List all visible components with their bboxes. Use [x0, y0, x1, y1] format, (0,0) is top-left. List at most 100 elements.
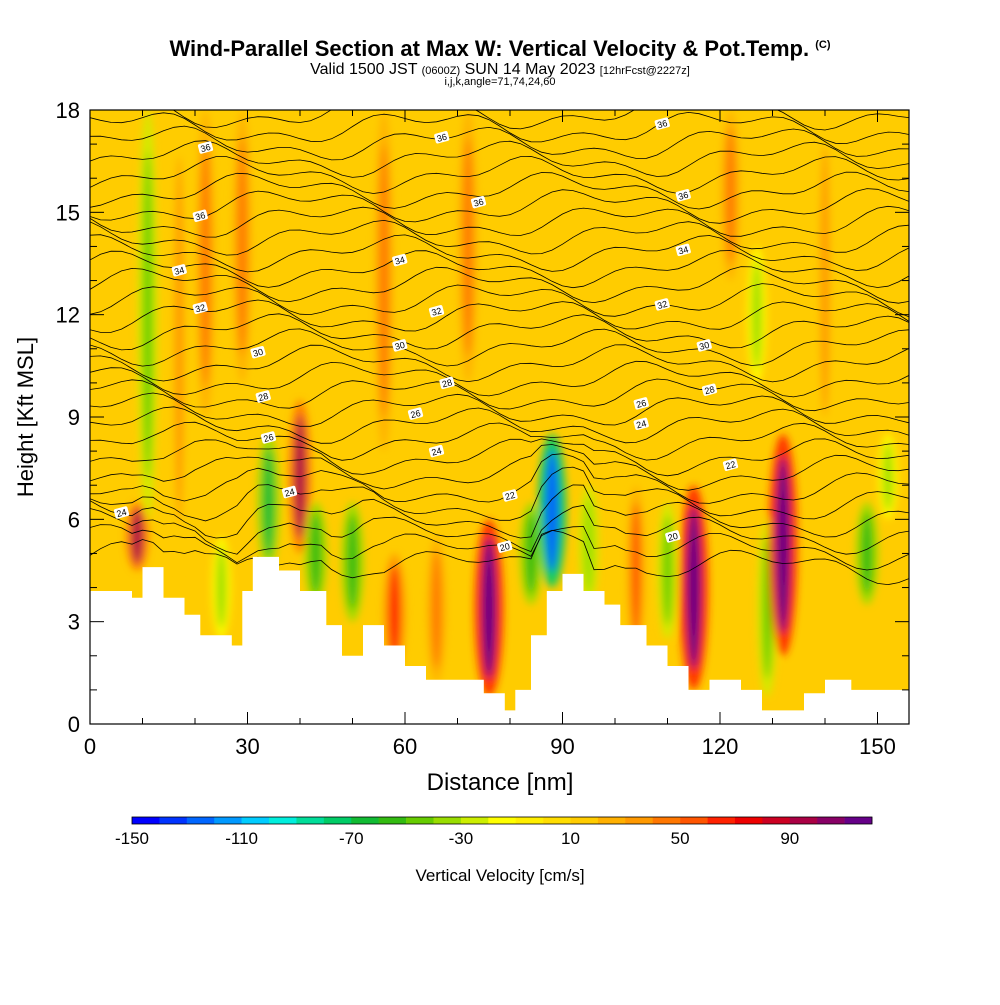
- velocity-cell-core: [237, 137, 248, 356]
- isentrope-label-bg: [113, 506, 130, 519]
- chart-title: Wind-Parallel Section at Max W: Vertical…: [169, 36, 831, 61]
- velocity-cell-core: [525, 512, 537, 595]
- isentrope-label-bg: [192, 209, 208, 222]
- chart-indices: i,j,k,angle=71,74,24,60: [444, 76, 556, 88]
- isentrope-line: [90, 344, 909, 383]
- isentrope-label-bg: [407, 407, 424, 420]
- colorbar-swatch: [406, 817, 434, 824]
- isentrope-line: [90, 299, 909, 333]
- isentrope-label-bg: [281, 485, 298, 499]
- colorbar-swatch: [433, 817, 462, 824]
- y-tick-label: 0: [68, 712, 80, 737]
- colorbar-swatch: [159, 817, 188, 824]
- isentrope-label: 24: [430, 445, 442, 457]
- copyright-mark: (C): [815, 39, 831, 51]
- isentrope-label: 28: [703, 384, 715, 396]
- isentrope-line: [90, 125, 909, 161]
- isentrope-line: [90, 406, 909, 444]
- velocity-cell-core: [131, 509, 143, 564]
- velocity-cell-core: [751, 260, 762, 370]
- isentrope-label: 34: [677, 244, 689, 256]
- isentrope-label-bg: [502, 489, 518, 502]
- isentrope-label: 24: [283, 486, 295, 498]
- isentrope-label: 28: [441, 377, 453, 389]
- velocity-cell-core: [463, 137, 473, 356]
- isentrope-label-bg: [171, 264, 187, 277]
- isentrope-line: [90, 378, 909, 412]
- colorbar-swatch: [323, 817, 352, 824]
- isentrope-label-bg: [633, 417, 649, 431]
- isentrope-line: [90, 328, 909, 367]
- velocity-cell-core: [883, 442, 893, 511]
- isentrope-label-bg: [192, 301, 208, 315]
- isentrope-line: [90, 171, 909, 210]
- potential-temperature-contours: [90, 110, 909, 586]
- isentrope-label: 32: [194, 302, 206, 314]
- velocity-cell-core: [216, 546, 227, 629]
- isentrope-line: [90, 140, 909, 178]
- colorbar-tick-label: -30: [449, 829, 474, 848]
- isentrope-label-bg: [434, 131, 450, 144]
- colorbar-swatch: [378, 817, 407, 824]
- isentrope-label: 24: [115, 507, 127, 519]
- isentrope-label: 36: [436, 132, 448, 144]
- isentrope-label-bg: [250, 345, 266, 359]
- x-tick-label: 150: [859, 734, 896, 759]
- x-tick-label: 90: [550, 734, 574, 759]
- isentrope-line: [172, 110, 909, 131]
- velocity-cell-core: [346, 514, 359, 610]
- y-tick-label: 9: [68, 405, 80, 430]
- colorbar-swatch: [762, 817, 791, 824]
- chart-subtitle: Valid 1500 JST (0600Z) SUN 14 May 2023 […: [0, 61, 1000, 79]
- isentrope-line: [90, 421, 909, 461]
- isentrope-label: 28: [257, 391, 269, 403]
- isentrope-label-bg: [701, 383, 718, 396]
- velocity-cell-core: [583, 497, 594, 593]
- valid-date: SUN 14 May 2023: [464, 61, 596, 78]
- colorbar-swatch: [817, 817, 845, 824]
- isentrope-label-bg: [654, 298, 670, 311]
- y-tick-label: 12: [56, 303, 80, 328]
- x-axis-label: Distance [nm]: [427, 769, 574, 796]
- isentrope-label-bg: [255, 390, 271, 403]
- velocity-cell-core: [662, 515, 673, 626]
- valid-time: Valid 1500 JST: [310, 61, 418, 78]
- isentrope-line: [90, 283, 909, 318]
- velocity-cell-core: [174, 156, 185, 525]
- isentrope-label: 20: [499, 541, 511, 553]
- velocity-cell-core: [544, 449, 560, 573]
- isentrope-line: [90, 360, 909, 398]
- isentrope-label-bg: [470, 195, 487, 209]
- colorbar-tick-label: 50: [671, 829, 690, 848]
- isentrope-label: 36: [199, 142, 211, 154]
- velocity-cell-core: [820, 144, 830, 418]
- colorbar: -150 -110 -70 -30 10 50 90: [115, 816, 873, 848]
- isentrope-label: 30: [252, 347, 264, 359]
- x-tick-label: 0: [84, 734, 96, 759]
- velocity-cell-core: [431, 551, 442, 669]
- colorbar-swatch: [625, 817, 654, 824]
- isentrope-line: [90, 466, 909, 522]
- isentrope-label: 22: [504, 490, 516, 502]
- isentrope-label: 26: [262, 432, 274, 444]
- x-tick-label: 60: [393, 734, 417, 759]
- velocity-cell-core: [142, 150, 153, 479]
- x-tick-label: 30: [235, 734, 259, 759]
- colorbar-swatch: [515, 817, 544, 824]
- colorbar-swatch: [597, 817, 626, 824]
- y-tick-label: 6: [68, 507, 80, 532]
- colorbar-tick-label: 90: [780, 829, 799, 848]
- y-axis-label: Height [Kft MSL]: [13, 337, 38, 497]
- isentrope-line: [90, 205, 909, 238]
- isentrope-label: 26: [635, 398, 647, 410]
- y-tick-label: 15: [56, 200, 80, 225]
- colorbar-swatch: [296, 817, 325, 824]
- velocity-cell-core: [631, 502, 641, 639]
- colorbar-swatch: [241, 817, 270, 824]
- colorbar-swatch: [707, 817, 736, 824]
- colorbar-tick-label: -150: [115, 829, 149, 848]
- isentrope-label: 36: [194, 210, 206, 222]
- isentrope-label: 22: [724, 459, 736, 471]
- colorbar-frame: [131, 816, 873, 825]
- colorbar-swatch: [652, 817, 681, 824]
